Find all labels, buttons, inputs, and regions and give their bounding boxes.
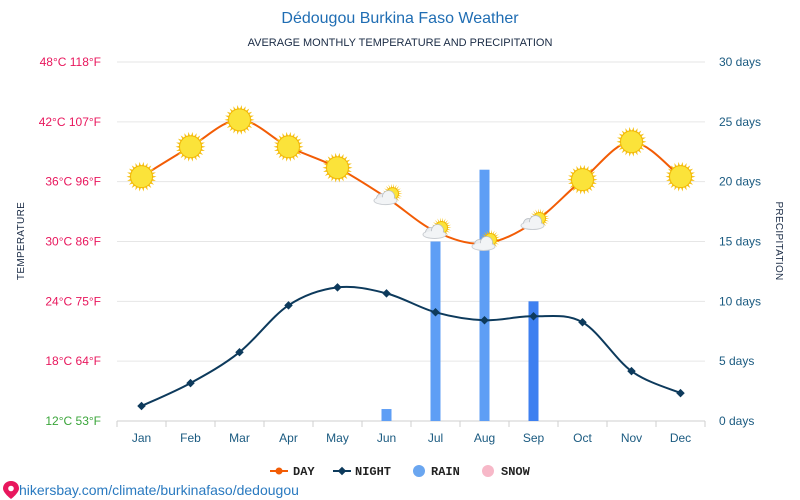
x-tick-label: Aug xyxy=(474,431,495,445)
footer-url: hikersbay.com/climate/burkinafaso/dedoug… xyxy=(19,482,299,498)
night-point xyxy=(382,289,391,298)
right-tick-label: 20 days xyxy=(719,175,761,189)
night-point xyxy=(235,347,244,357)
night-point xyxy=(627,366,636,376)
left-axis-title: TEMPERATURE xyxy=(16,202,27,280)
x-tick-label: Apr xyxy=(279,431,298,445)
chart-title: Dédougou Burkina Faso Weather xyxy=(281,10,519,27)
right-axis-title: PRECIPITATION xyxy=(773,201,784,280)
sun-icon xyxy=(665,161,696,192)
partly-cloudy-icon xyxy=(520,208,550,231)
chart-subtitle: AVERAGE MONTHLY TEMPERATURE AND PRECIPIT… xyxy=(248,37,553,49)
right-tick-label: 25 days xyxy=(719,115,761,129)
x-tick-label: Oct xyxy=(573,431,592,445)
night-point xyxy=(529,312,538,321)
x-tick-label: Sep xyxy=(523,431,545,445)
night-point xyxy=(480,316,489,325)
grid-lines xyxy=(116,61,706,427)
cloud-icon xyxy=(520,215,545,231)
legend-label-rain: RAIN xyxy=(431,465,460,479)
sun-icon xyxy=(567,164,598,195)
sun-icon xyxy=(224,104,255,135)
right-tick-label: 10 days xyxy=(719,294,761,308)
legend-label-night: NIGHT xyxy=(355,465,391,479)
left-tick-label: 30°C 86°F xyxy=(45,235,101,249)
rain-bar xyxy=(479,169,490,421)
rain-bars xyxy=(381,169,539,421)
weather-icons xyxy=(126,104,696,251)
footer-link[interactable]: hikersbay.com/climate/burkinafaso/dedoug… xyxy=(3,481,299,499)
left-tick-label: 36°C 96°F xyxy=(45,175,101,189)
right-axis-ticks: 0 days 5 days 10 days 15 days 20 days 25 days… xyxy=(719,55,761,428)
x-tick-label: Feb xyxy=(180,431,201,445)
left-tick-label: 48°C 118°F xyxy=(40,55,101,69)
right-tick-label: 5 days xyxy=(719,354,754,368)
night-point xyxy=(578,318,587,327)
partly-cloudy-icon xyxy=(422,217,452,240)
x-tick-label: Nov xyxy=(621,431,642,445)
x-tick-label: Jun xyxy=(377,431,396,445)
x-tick-label: Dec xyxy=(670,431,691,445)
sun-icon xyxy=(273,131,304,162)
cloud-icon xyxy=(422,224,447,240)
night-point xyxy=(333,283,342,292)
location-pin-icon xyxy=(3,481,19,499)
legend-label-snow: SNOW xyxy=(501,465,531,479)
night-point xyxy=(431,308,440,317)
left-tick-label: 42°C 107°F xyxy=(39,115,101,129)
x-tick-label: May xyxy=(326,431,349,445)
left-axis-ticks: 12°C 53°F 18°C 64°F 24°C 75°F 30°C 86°F 36°C… xyxy=(39,55,101,428)
night-point xyxy=(284,301,293,310)
sun-icon xyxy=(322,152,353,183)
night-point xyxy=(676,388,685,398)
right-tick-label: 0 days xyxy=(719,414,754,428)
x-tick-label: Jul xyxy=(428,431,443,445)
legend-item-day[interactable]: DAY xyxy=(270,465,315,479)
legend-item-snow[interactable]: SNOW xyxy=(482,465,531,479)
partly-cloudy-icon xyxy=(373,183,403,206)
left-tick-label: 18°C 64°F xyxy=(45,354,101,368)
sun-icon xyxy=(126,161,157,192)
x-tick-label: Jan xyxy=(132,431,151,445)
sun-icon xyxy=(175,131,206,162)
night-point xyxy=(186,378,195,388)
rain-bar xyxy=(430,241,441,421)
cloud-icon xyxy=(471,236,496,251)
chart-legend: DAY NIGHT RAIN SNOW xyxy=(270,465,531,479)
night-point xyxy=(137,401,146,411)
left-tick-label: 24°C 75°F xyxy=(45,294,101,308)
rain-bar xyxy=(528,301,539,421)
legend-item-night[interactable]: NIGHT xyxy=(333,465,391,479)
night-series xyxy=(137,283,685,411)
left-tick-label: 12°C 53°F xyxy=(45,414,101,428)
sun-icon xyxy=(616,126,647,157)
right-tick-label: 30 days xyxy=(719,55,761,69)
legend-label-day: DAY xyxy=(293,465,315,479)
partly-cloudy-icon xyxy=(471,229,501,251)
rain-bar xyxy=(381,409,392,421)
night-line xyxy=(141,285,681,407)
cloud-icon xyxy=(373,190,398,206)
legend-item-rain[interactable]: RAIN xyxy=(413,465,460,479)
x-axis-ticks: Jan Feb Mar Apr May Jun Jul Aug Sep Oct Nov Dec xyxy=(132,431,691,445)
x-tick-label: Mar xyxy=(229,431,250,445)
right-tick-label: 15 days xyxy=(719,235,761,249)
